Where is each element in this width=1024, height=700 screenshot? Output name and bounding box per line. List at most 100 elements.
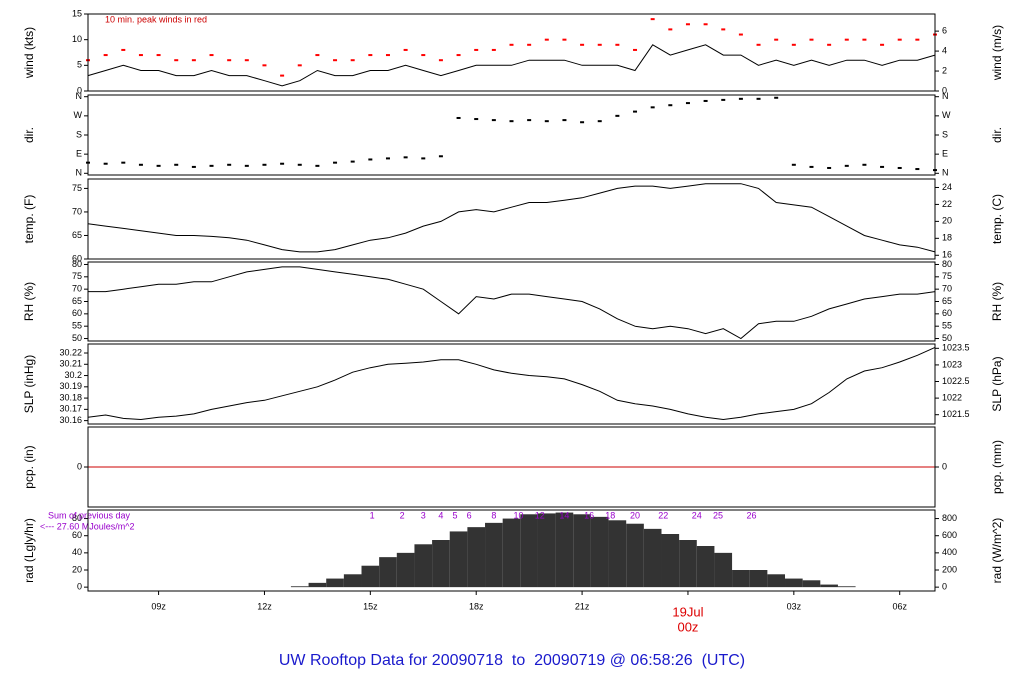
data-point bbox=[368, 54, 373, 57]
panel-frame bbox=[87, 426, 936, 508]
y-tick-label: 55 bbox=[72, 321, 82, 331]
cumulative-mark: 14 bbox=[559, 510, 569, 520]
data-point bbox=[544, 120, 549, 123]
data-point bbox=[738, 97, 743, 100]
data-point bbox=[774, 38, 779, 41]
cumulative-mark: 2 bbox=[400, 510, 405, 520]
data-point bbox=[138, 163, 143, 166]
data-point bbox=[103, 162, 108, 165]
data-point bbox=[897, 38, 902, 41]
y2-tick-label: 1022 bbox=[942, 392, 962, 402]
data-point bbox=[191, 165, 196, 168]
data-point bbox=[121, 161, 126, 164]
bar bbox=[537, 513, 556, 588]
bar bbox=[485, 522, 503, 588]
y2-tick-label: 800 bbox=[942, 513, 957, 523]
data-point bbox=[615, 114, 620, 117]
y2-tick-label: E bbox=[942, 149, 948, 159]
data-point bbox=[738, 33, 743, 36]
data-point bbox=[633, 48, 638, 51]
bar bbox=[643, 528, 662, 588]
annotation: Sum of previous day bbox=[48, 510, 131, 520]
y2-axis-label: wind (m/s) bbox=[990, 25, 1004, 81]
y2-tick-label: 24 bbox=[942, 182, 952, 192]
data-point bbox=[421, 54, 426, 57]
data-point bbox=[774, 96, 779, 99]
data-point bbox=[403, 156, 408, 159]
y-tick-label: 75 bbox=[72, 183, 82, 193]
data-point bbox=[227, 59, 232, 62]
bar bbox=[608, 520, 627, 588]
y2-tick-label: 65 bbox=[942, 296, 952, 306]
data-point bbox=[809, 38, 814, 41]
y-tick-label: 30.21 bbox=[59, 359, 82, 369]
data-point bbox=[703, 23, 708, 26]
data-point bbox=[721, 98, 726, 101]
date-label: 19Jul bbox=[672, 604, 703, 619]
data-point bbox=[880, 43, 885, 46]
y-tick-label: 60 bbox=[72, 253, 82, 263]
data-point bbox=[474, 118, 479, 121]
y-tick-label: N bbox=[76, 91, 83, 101]
data-point bbox=[385, 54, 390, 57]
y2-tick-label: 16 bbox=[942, 250, 952, 260]
data-point bbox=[756, 43, 761, 46]
data-point bbox=[438, 155, 443, 158]
data-point bbox=[209, 54, 214, 57]
data-point bbox=[456, 54, 461, 57]
y2-tick-label: 2 bbox=[942, 65, 947, 75]
bar bbox=[449, 531, 468, 588]
y-tick-label: 60 bbox=[72, 530, 82, 540]
data-point bbox=[544, 38, 549, 41]
bar bbox=[802, 580, 821, 588]
x-tick-label: 21z bbox=[575, 601, 590, 611]
bar bbox=[414, 544, 433, 588]
y-tick-label: 75 bbox=[72, 271, 82, 281]
panel-frame bbox=[87, 509, 936, 592]
y-tick-label: 10 bbox=[72, 34, 82, 44]
x-tick-label: 12z bbox=[257, 601, 272, 611]
bar bbox=[837, 586, 856, 588]
data-point bbox=[597, 120, 602, 123]
data-point bbox=[509, 120, 514, 123]
bar bbox=[432, 540, 450, 588]
cumulative-mark: 25 bbox=[713, 510, 723, 520]
y-tick-label: 65 bbox=[72, 296, 82, 306]
y-axis-label: pcp. (in) bbox=[22, 445, 36, 488]
data-point bbox=[350, 160, 355, 163]
cumulative-mark: 24 bbox=[692, 510, 702, 520]
data-point bbox=[862, 163, 867, 166]
data-point bbox=[491, 119, 496, 122]
cumulative-mark: 8 bbox=[491, 510, 496, 520]
data-point bbox=[756, 97, 761, 100]
y2-tick-label: 80 bbox=[942, 259, 952, 269]
cumulative-mark: 18 bbox=[605, 510, 615, 520]
data-point bbox=[262, 64, 267, 67]
y2-tick-label: 1021.5 bbox=[942, 409, 970, 419]
y2-tick-label: 1023.5 bbox=[942, 343, 970, 353]
y2-tick-label: 1023 bbox=[942, 359, 962, 369]
cumulative-mark: 4 bbox=[438, 510, 443, 520]
y2-tick-label: N bbox=[942, 168, 949, 178]
data-point bbox=[491, 48, 496, 51]
data-point bbox=[350, 59, 355, 62]
y-tick-label: 80 bbox=[72, 259, 82, 269]
y-tick-label: W bbox=[74, 110, 83, 120]
y-tick-label: E bbox=[76, 149, 82, 159]
bar bbox=[785, 578, 803, 588]
data-point bbox=[880, 165, 885, 168]
y2-tick-label: 22 bbox=[942, 199, 952, 209]
series-line bbox=[87, 346, 936, 421]
bar bbox=[820, 584, 838, 588]
bar bbox=[326, 578, 344, 588]
data-point bbox=[703, 99, 708, 102]
y-tick-label: 40 bbox=[72, 547, 82, 557]
data-point bbox=[421, 157, 426, 160]
x-tick-label: 15z bbox=[363, 601, 378, 611]
data-point bbox=[809, 165, 814, 168]
annotation: 10 min. peak winds in red bbox=[105, 14, 207, 24]
panel-frame bbox=[87, 178, 936, 260]
bar bbox=[520, 514, 538, 588]
data-point bbox=[227, 163, 232, 166]
data-point bbox=[650, 106, 655, 109]
